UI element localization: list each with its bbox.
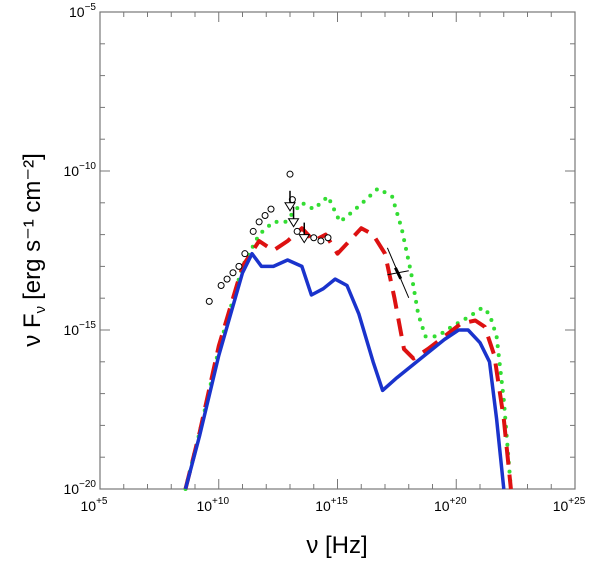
xray-bowtie-center (394, 267, 403, 280)
data-point (249, 227, 257, 235)
upper-limit-marker (284, 202, 296, 212)
x-tick-exponent: +15 (331, 496, 348, 507)
x-tick-labels: 10+5 10+10 10+15 10+20 10+25 (81, 496, 586, 514)
x-tick-base: 10 (196, 498, 212, 514)
y-tick-base: 10 (63, 163, 79, 179)
data-point (229, 269, 237, 277)
data-point (205, 297, 213, 305)
data-point (241, 250, 249, 258)
x-tick-base: 10 (434, 498, 450, 514)
data-point (267, 205, 275, 213)
y-axis-label: ν Fν [erg s⁻¹ cm⁻²] (19, 153, 49, 347)
data-point (324, 234, 332, 242)
x-tick-label: 10+25 (553, 496, 586, 514)
data-point (310, 234, 318, 242)
x-tick-exponent: +20 (450, 496, 467, 507)
y-tick-base: 10 (69, 4, 85, 20)
x-tick-base: 10 (81, 498, 97, 514)
data-point (317, 237, 325, 245)
y-axis-label-sub: ν (32, 306, 49, 314)
tick-marks (99, 11, 576, 490)
y-tick-base: 10 (63, 481, 79, 497)
upper-limit-marker (287, 218, 300, 228)
series-line-model-solid (183, 251, 506, 490)
x-tick-label: 10+5 (81, 496, 108, 514)
data-point (286, 170, 294, 178)
series-line-model-dashed (183, 226, 513, 490)
data-point (223, 275, 231, 283)
data-point (235, 262, 243, 270)
y-tick-label: 10−15 (63, 320, 96, 338)
data-point (217, 281, 225, 289)
data-point (255, 218, 263, 226)
y-tick-base: 10 (63, 322, 79, 338)
data-points (205, 170, 410, 305)
y-tick-exponent: −5 (85, 2, 97, 13)
x-axis-label: ν [Hz] (306, 532, 367, 559)
x-tick-base: 10 (315, 498, 331, 514)
y-tick-exponent: −10 (79, 161, 96, 172)
y-tick-exponent: −15 (79, 320, 96, 331)
x-tick-exponent: +10 (212, 496, 229, 507)
series-line-model-dotted (183, 186, 513, 491)
x-tick-label: 10+20 (434, 496, 467, 514)
x-tick-label: 10+15 (315, 496, 348, 514)
model-series (183, 186, 513, 491)
upper-limit-marker (298, 234, 311, 244)
y-tick-label: 10−10 (63, 161, 96, 179)
x-tick-base: 10 (553, 498, 569, 514)
data-point (261, 212, 269, 220)
y-axis-label-main: ν F (19, 313, 46, 346)
y-axis-label-units: [erg s⁻¹ cm⁻²] (19, 153, 46, 300)
y-tick-label: 10−20 (63, 479, 96, 497)
y-tick-exponent: −20 (79, 479, 96, 490)
data-point (293, 227, 301, 235)
y-tick-label: 10−5 (69, 2, 96, 20)
x-tick-exponent: +25 (568, 496, 585, 507)
x-tick-exponent: +5 (96, 496, 108, 507)
x-tick-label: 10+10 (196, 496, 229, 514)
